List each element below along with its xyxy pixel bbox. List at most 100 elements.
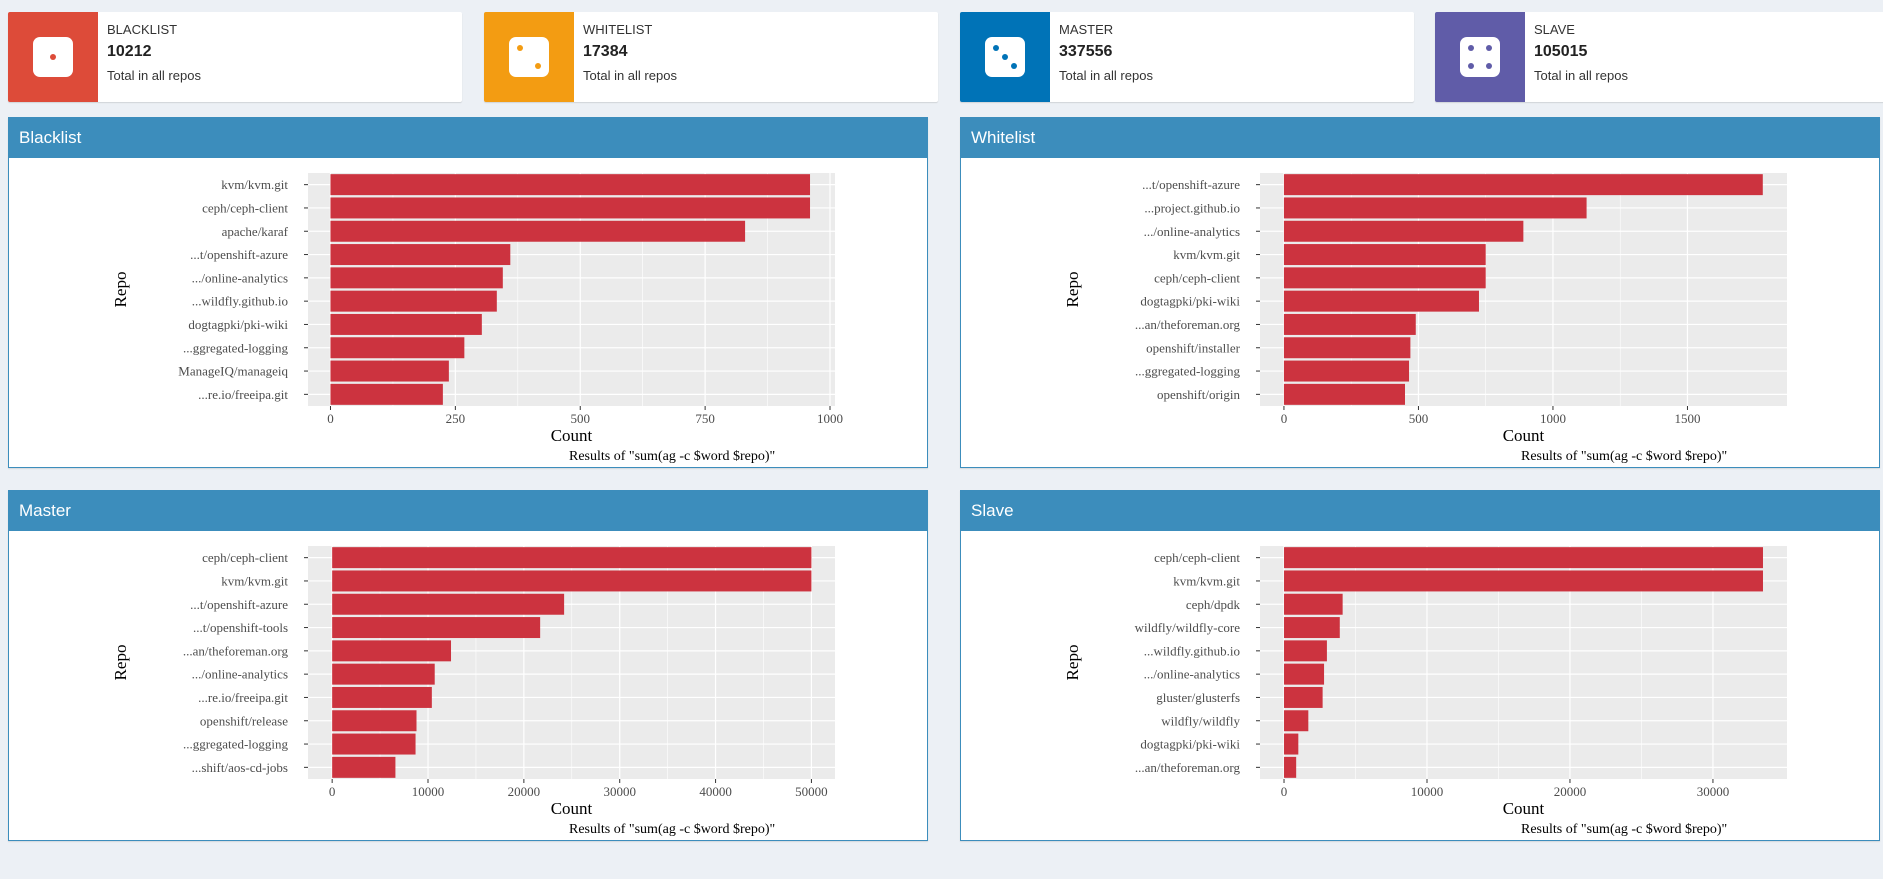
y-axis-title: Repo <box>1063 645 1082 681</box>
dice-pip <box>1002 54 1008 60</box>
x-tick-label: 1500 <box>1674 411 1700 426</box>
x-tick-label: 500 <box>570 411 590 426</box>
x-tick-label: 500 <box>1409 411 1429 426</box>
dice-pip <box>1468 45 1474 51</box>
dice-pip <box>1486 45 1492 51</box>
x-tick-label: 10000 <box>412 784 445 799</box>
bar <box>1283 383 1405 405</box>
bar <box>332 593 565 615</box>
bar <box>1284 547 1763 569</box>
y-tick-label: dogtagpki/pki-wiki <box>188 317 288 332</box>
y-tick-label: wildfly/wildfly <box>1161 713 1240 728</box>
y-axis-title: Repo <box>111 645 130 681</box>
bar <box>332 617 541 639</box>
y-tick-label: ...re.io/freeipa.git <box>198 387 288 402</box>
bar <box>1283 360 1410 382</box>
dice-two-icon <box>509 37 549 77</box>
dice-pip <box>50 54 56 60</box>
infobox-whitelist: WHITELIST 17384 Total in all repos <box>484 12 938 102</box>
bar <box>330 313 482 335</box>
dice-pip <box>1011 63 1017 69</box>
infobox-master: MASTER 337556 Total in all repos <box>960 12 1414 102</box>
x-tick-label: 20000 <box>508 784 541 799</box>
x-tick-label: 0 <box>1281 411 1288 426</box>
infobox-value: 17384 <box>583 43 628 60</box>
y-tick-label: ...wildfly.github.io <box>1144 643 1240 658</box>
dice-pip <box>517 45 523 51</box>
x-tick-label: 250 <box>446 411 466 426</box>
bar <box>1284 593 1343 615</box>
y-tick-label: ...ggregated-logging <box>183 340 289 355</box>
infobox-subtitle: Total in all repos <box>107 68 201 83</box>
bar <box>330 360 449 382</box>
y-tick-label: ...wildfly.github.io <box>192 294 288 309</box>
infobox-label: WHITELIST <box>583 22 653 37</box>
infobox-value: 10212 <box>107 43 152 60</box>
infobox-label: BLACKLIST <box>107 22 178 37</box>
bar <box>332 686 432 708</box>
x-tick-label: 10000 <box>1411 784 1444 799</box>
bar <box>332 570 812 592</box>
infobox-label: MASTER <box>1059 22 1114 37</box>
bar <box>1283 313 1416 335</box>
chart-caption: Results of "sum(ag -c $word $repo)" <box>1521 449 1727 464</box>
x-tick-label: 30000 <box>1697 784 1730 799</box>
y-tick-label: ceph/ceph-client <box>1154 270 1240 285</box>
bar <box>332 663 435 685</box>
bar <box>330 220 746 242</box>
chart-master: 0 10000 20000 30000 40000 50000 ceph/ceph-clie… <box>111 546 835 837</box>
bar <box>332 547 812 569</box>
x-axis-title: Count <box>1503 799 1545 818</box>
x-axis-title: Count <box>551 799 593 818</box>
bar <box>330 290 497 312</box>
y-tick-label: ...shift/aos-cd-jobs <box>192 760 288 775</box>
bar <box>1283 267 1486 289</box>
y-tick-label: .../online-analytics <box>192 270 288 285</box>
chart-slave: 0 10000 20000 30000 ceph/ceph-client kvm/kvm.… <box>1063 546 1787 837</box>
y-tick-label: ceph/ceph-client <box>202 200 288 215</box>
infobox-subtitle: Total in all repos <box>1059 68 1153 83</box>
bar <box>1284 733 1299 755</box>
y-axis-title: Repo <box>1063 272 1082 308</box>
chart-caption: Results of "sum(ag -c $word $repo)" <box>569 822 775 837</box>
chart-caption: Results of "sum(ag -c $word $repo)" <box>569 449 775 464</box>
y-tick-label: dogtagpki/pki-wiki <box>1140 294 1240 309</box>
y-tick-label: ...re.io/freeipa.git <box>198 690 288 705</box>
y-tick-label: kvm/kvm.git <box>221 177 288 192</box>
bar <box>330 174 811 196</box>
y-tick-label: .../online-analytics <box>1144 224 1240 239</box>
bar <box>1283 337 1411 359</box>
bar <box>1284 686 1323 708</box>
y-tick-label: ...an/theforeman.org <box>183 643 289 658</box>
x-tick-label: 50000 <box>795 784 828 799</box>
infobox-label: SLAVE <box>1534 22 1575 37</box>
infobox-slave: SLAVE 105015 Total in all repos <box>1435 12 1883 102</box>
y-tick-label: kvm/kvm.git <box>1173 573 1240 588</box>
y-tick-label: apache/karaf <box>222 224 289 239</box>
y-tick-label: ceph/dpdk <box>1186 597 1241 612</box>
x-tick-label: 0 <box>329 784 336 799</box>
bar <box>332 710 417 732</box>
panel-title: Whitelist <box>961 118 1879 158</box>
x-tick-label: 750 <box>695 411 715 426</box>
panel-blacklist: Blacklist 0 250 500 750 1000 kvm/kvm.git ceph/… <box>8 117 928 468</box>
panel-master: Master 0 10000 20000 30000 40000 50000 ceph/ce… <box>8 490 928 841</box>
y-tick-label: ...t/openshift-tools <box>193 620 288 635</box>
y-tick-label: ...t/openshift-azure <box>190 597 288 612</box>
bar <box>330 197 811 219</box>
y-tick-label: openshift/installer <box>1146 340 1241 355</box>
infobox-icon-bg <box>1435 12 1525 102</box>
y-tick-label: ManageIQ/manageiq <box>178 364 288 379</box>
x-tick-label: 0 <box>327 411 334 426</box>
bar <box>1284 756 1297 778</box>
panel-slave: Slave 0 10000 20000 30000 ceph/ceph-client kv… <box>960 490 1880 841</box>
infobox-subtitle: Total in all repos <box>583 68 677 83</box>
x-tick-label: 30000 <box>603 784 636 799</box>
y-tick-label: ...an/theforeman.org <box>1135 317 1241 332</box>
dice-pip <box>535 63 541 69</box>
dice-pip <box>1468 63 1474 69</box>
infobox-value: 105015 <box>1534 43 1588 60</box>
panel-whitelist: Whitelist 0 500 1000 1500 ...t/openshift-azu… <box>960 117 1880 468</box>
x-tick-label: 20000 <box>1554 784 1587 799</box>
bar <box>332 756 396 778</box>
